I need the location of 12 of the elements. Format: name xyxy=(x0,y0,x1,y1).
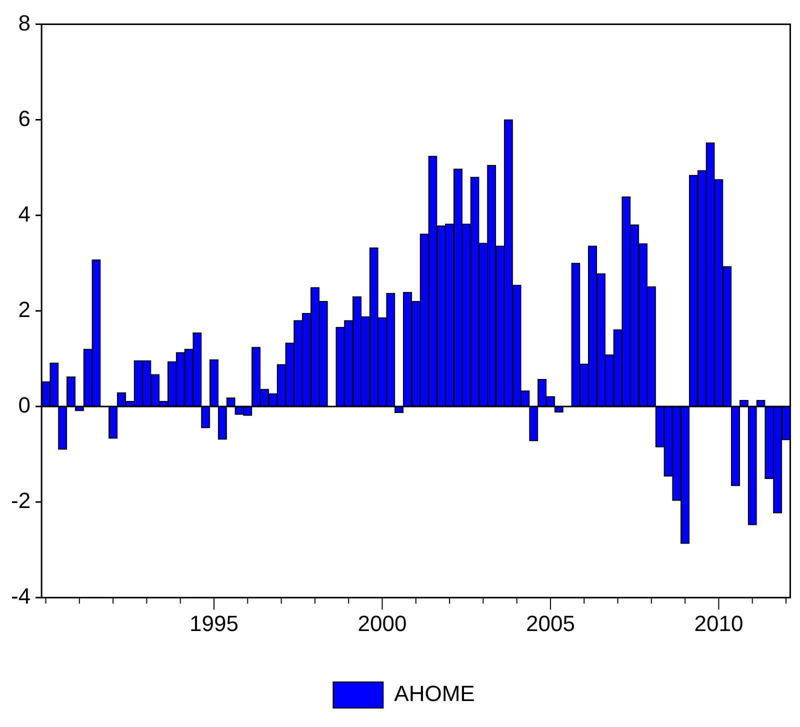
legend-label: AHOME xyxy=(394,681,475,706)
x-tick-label: 2005 xyxy=(526,610,575,636)
x-tick-label: 1995 xyxy=(190,610,238,636)
y-tick-label: 4 xyxy=(18,201,31,226)
y-tick-label: 8 xyxy=(18,10,31,36)
y-tick-label: -2 xyxy=(11,488,31,514)
x-tick-label: 2000 xyxy=(358,610,407,636)
y-tick-label: -4 xyxy=(11,584,31,609)
y-tick-label: 0 xyxy=(18,392,31,418)
y-tick-label: 2 xyxy=(18,296,31,322)
x-tick-label: 2010 xyxy=(694,610,744,636)
y-tick-label: 6 xyxy=(18,106,31,131)
